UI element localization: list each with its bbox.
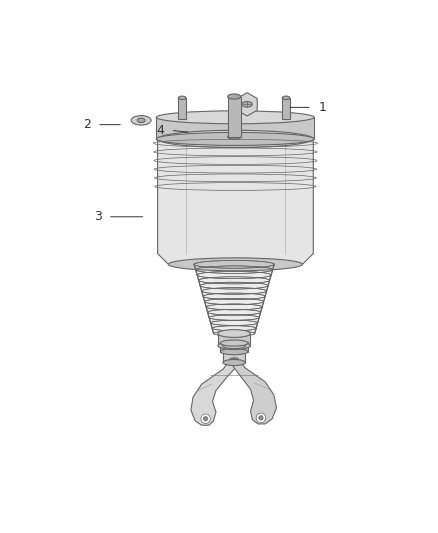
- Text: 4: 4: [157, 124, 165, 137]
- Ellipse shape: [220, 349, 248, 355]
- Polygon shape: [191, 358, 236, 425]
- Ellipse shape: [137, 118, 145, 123]
- Ellipse shape: [203, 417, 208, 421]
- Ellipse shape: [228, 134, 240, 139]
- Ellipse shape: [256, 413, 266, 423]
- Bar: [223, 345, 245, 362]
- Bar: [228, 96, 240, 137]
- Text: 1: 1: [319, 101, 327, 114]
- Ellipse shape: [259, 416, 263, 420]
- Ellipse shape: [242, 101, 252, 107]
- Ellipse shape: [218, 329, 251, 337]
- Ellipse shape: [223, 359, 245, 366]
- Bar: [156, 117, 314, 139]
- Polygon shape: [194, 264, 274, 334]
- Ellipse shape: [201, 414, 210, 424]
- Text: 3: 3: [94, 211, 102, 223]
- Ellipse shape: [218, 342, 251, 350]
- Ellipse shape: [158, 130, 313, 148]
- Ellipse shape: [178, 96, 186, 100]
- Bar: [218, 334, 251, 345]
- Ellipse shape: [131, 116, 151, 125]
- Text: 2: 2: [83, 118, 91, 131]
- Bar: [220, 342, 248, 352]
- Bar: [282, 98, 290, 119]
- Polygon shape: [158, 139, 313, 264]
- Ellipse shape: [228, 94, 240, 99]
- Ellipse shape: [282, 96, 290, 100]
- Bar: [178, 98, 186, 119]
- Ellipse shape: [220, 340, 248, 346]
- Ellipse shape: [156, 111, 314, 124]
- Ellipse shape: [223, 343, 245, 349]
- Polygon shape: [233, 358, 276, 424]
- Polygon shape: [237, 93, 257, 116]
- Ellipse shape: [156, 132, 314, 146]
- Ellipse shape: [168, 258, 303, 271]
